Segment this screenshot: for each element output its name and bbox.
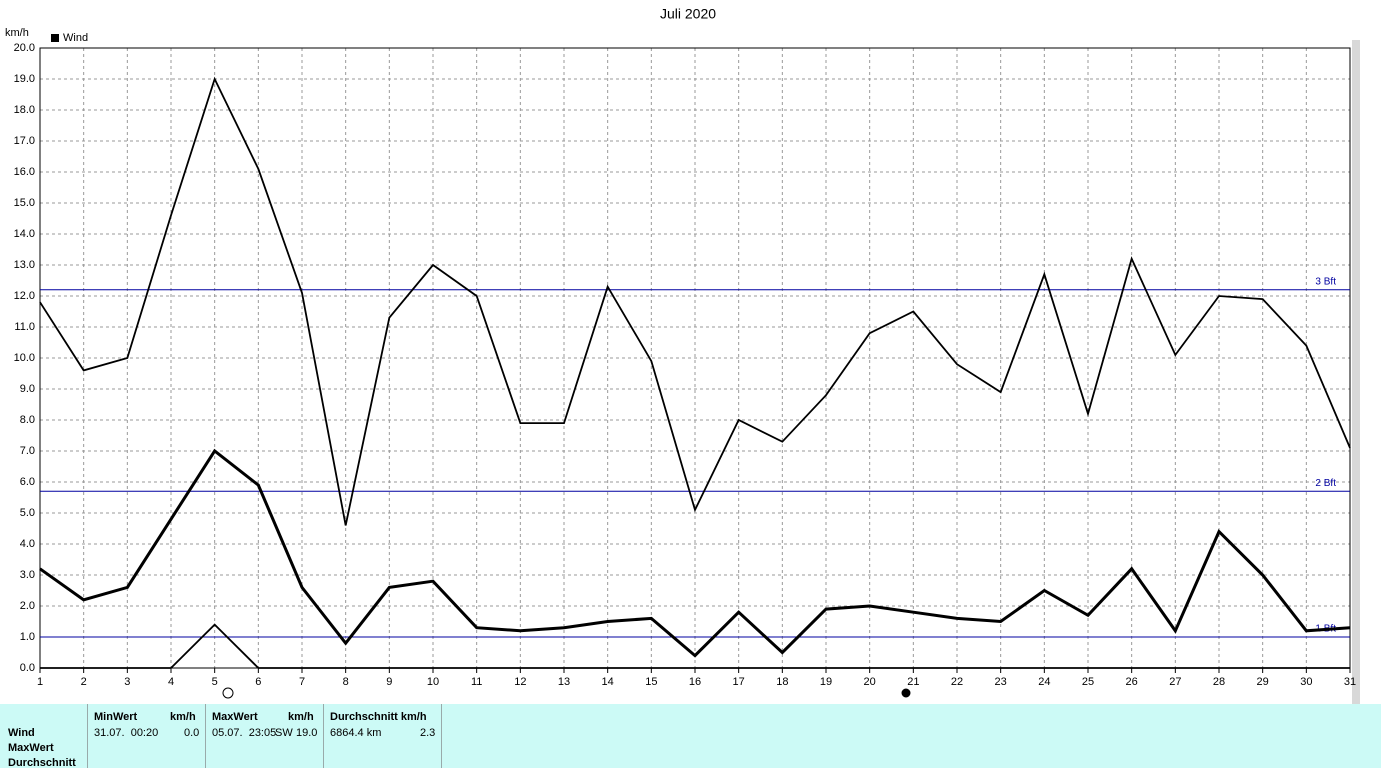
reference-label: 2 Bft bbox=[1315, 478, 1336, 489]
stats-col: Durchschnitt km/h 6864.4 km 2.3 bbox=[324, 704, 442, 768]
distance: 6864.4 km bbox=[330, 727, 382, 739]
y-tick-label: 11.0 bbox=[14, 321, 35, 333]
x-tick-label: 29 bbox=[1257, 676, 1269, 688]
scrollbar bbox=[1352, 40, 1360, 704]
x-tick-label: 19 bbox=[820, 676, 832, 688]
row-label: Wind bbox=[8, 727, 35, 739]
y-tick-label: 10.0 bbox=[14, 352, 35, 364]
x-tick-label: 7 bbox=[299, 676, 305, 688]
value: 0.0 bbox=[184, 727, 200, 739]
x-tick-label: 8 bbox=[343, 676, 349, 688]
x-tick-label: 31 bbox=[1344, 676, 1356, 688]
x-tick-label: 15 bbox=[645, 676, 657, 688]
x-tick-label: 23 bbox=[995, 676, 1007, 688]
y-tick-label: 9.0 bbox=[20, 383, 35, 395]
header: Durchschnitt km/h bbox=[330, 711, 427, 723]
data-line bbox=[39, 448, 1351, 658]
x-tick-label: 18 bbox=[776, 676, 788, 688]
x-tick-label: 3 bbox=[124, 676, 130, 688]
x-tick-label: 26 bbox=[1126, 676, 1138, 688]
y-tick-label: 6.0 bbox=[20, 476, 35, 488]
x-tick-label: 20 bbox=[864, 676, 876, 688]
x-tick-label: 21 bbox=[907, 676, 919, 688]
x-tick-label: 6 bbox=[255, 676, 261, 688]
y-tick-label: 15.0 bbox=[14, 197, 35, 209]
y-tick-label: 7.0 bbox=[20, 445, 35, 457]
y-tick-label: 18.0 bbox=[14, 104, 35, 116]
data-line bbox=[40, 623, 1350, 669]
y-tick-label: 8.0 bbox=[20, 414, 35, 426]
x-tick-label: 14 bbox=[602, 676, 614, 688]
x-tick-label: 5 bbox=[212, 676, 218, 688]
x-tick-label: 28 bbox=[1213, 676, 1225, 688]
x-tick-label: 25 bbox=[1082, 676, 1094, 688]
x-tick-label: 10 bbox=[427, 676, 439, 688]
stats-col: Wind MaxWert Durchschnitt bbox=[0, 704, 88, 769]
direction: SW bbox=[275, 727, 293, 739]
x-tick-label: 4 bbox=[168, 676, 174, 688]
y-tick-label: 2.0 bbox=[20, 600, 35, 612]
chart: Juli 2020 km/h Wind 0.0 1.0 2.0 3.0 4.0 5.0 6.… bbox=[5, 6, 1360, 704]
x-tick-label: 24 bbox=[1038, 676, 1050, 688]
y-axis-label: km/h bbox=[5, 27, 29, 39]
data-line bbox=[39, 76, 1351, 526]
y-tick-label: 5.0 bbox=[20, 507, 35, 519]
y-tick-label: 3.0 bbox=[20, 569, 35, 581]
y-tick-label: 12.0 bbox=[14, 290, 35, 302]
x-tick-label: 12 bbox=[514, 676, 526, 688]
time: 05.07. 23:05 bbox=[212, 727, 277, 739]
y-tick-label: 20.0 bbox=[14, 42, 35, 54]
x-tick-label: 2 bbox=[81, 676, 87, 688]
value: 19.0 bbox=[296, 727, 318, 739]
x-tick-label: 17 bbox=[733, 676, 745, 688]
x-tick-label: 27 bbox=[1169, 676, 1181, 688]
stats-col: MaxWert km/h 05.07. 23:05 SW 19.0 bbox=[206, 704, 324, 768]
y-tick-label: 0.0 bbox=[20, 662, 35, 674]
stats-panel: Wind MaxWert Durchschnitt MinWert km/h 3… bbox=[0, 704, 1381, 769]
legend-swatch bbox=[51, 34, 59, 42]
value: 2.3 bbox=[420, 727, 436, 739]
reference-label: 3 Bft bbox=[1315, 276, 1336, 287]
time: 31.07. 00:20 bbox=[94, 727, 159, 739]
y-tick-label: 1.0 bbox=[20, 631, 35, 643]
stats-col: MinWert km/h 31.07. 00:20 0.0 bbox=[88, 704, 206, 768]
x-tick-label: 9 bbox=[386, 676, 392, 688]
chart-title: Juli 2020 bbox=[660, 6, 716, 22]
y-tick-label: 4.0 bbox=[20, 538, 35, 550]
header: MinWert bbox=[94, 711, 138, 723]
row-label: MaxWert bbox=[8, 742, 54, 754]
legend-label: Wind bbox=[63, 32, 88, 44]
y-tick-label: 14.0 bbox=[14, 228, 35, 240]
x-tick-label: 30 bbox=[1300, 676, 1312, 688]
header: MaxWert bbox=[212, 711, 258, 723]
y-tick-label: 19.0 bbox=[14, 73, 35, 85]
unit: km/h bbox=[170, 711, 196, 723]
y-tick-label: 13.0 bbox=[14, 259, 35, 271]
x-tick-label: 11 bbox=[471, 676, 482, 688]
new-moon bbox=[901, 688, 911, 698]
full-moon bbox=[222, 687, 234, 699]
row-label: Durchschnitt bbox=[8, 757, 76, 769]
x-tick-label: 22 bbox=[951, 676, 963, 688]
y-tick-label: 16.0 bbox=[14, 166, 35, 178]
x-tick-label: 1 bbox=[37, 676, 43, 688]
y-tick-label: 17.0 bbox=[14, 135, 35, 147]
x-tick-label: 16 bbox=[689, 676, 701, 688]
x-tick-label: 13 bbox=[558, 676, 570, 688]
unit: km/h bbox=[288, 711, 314, 723]
